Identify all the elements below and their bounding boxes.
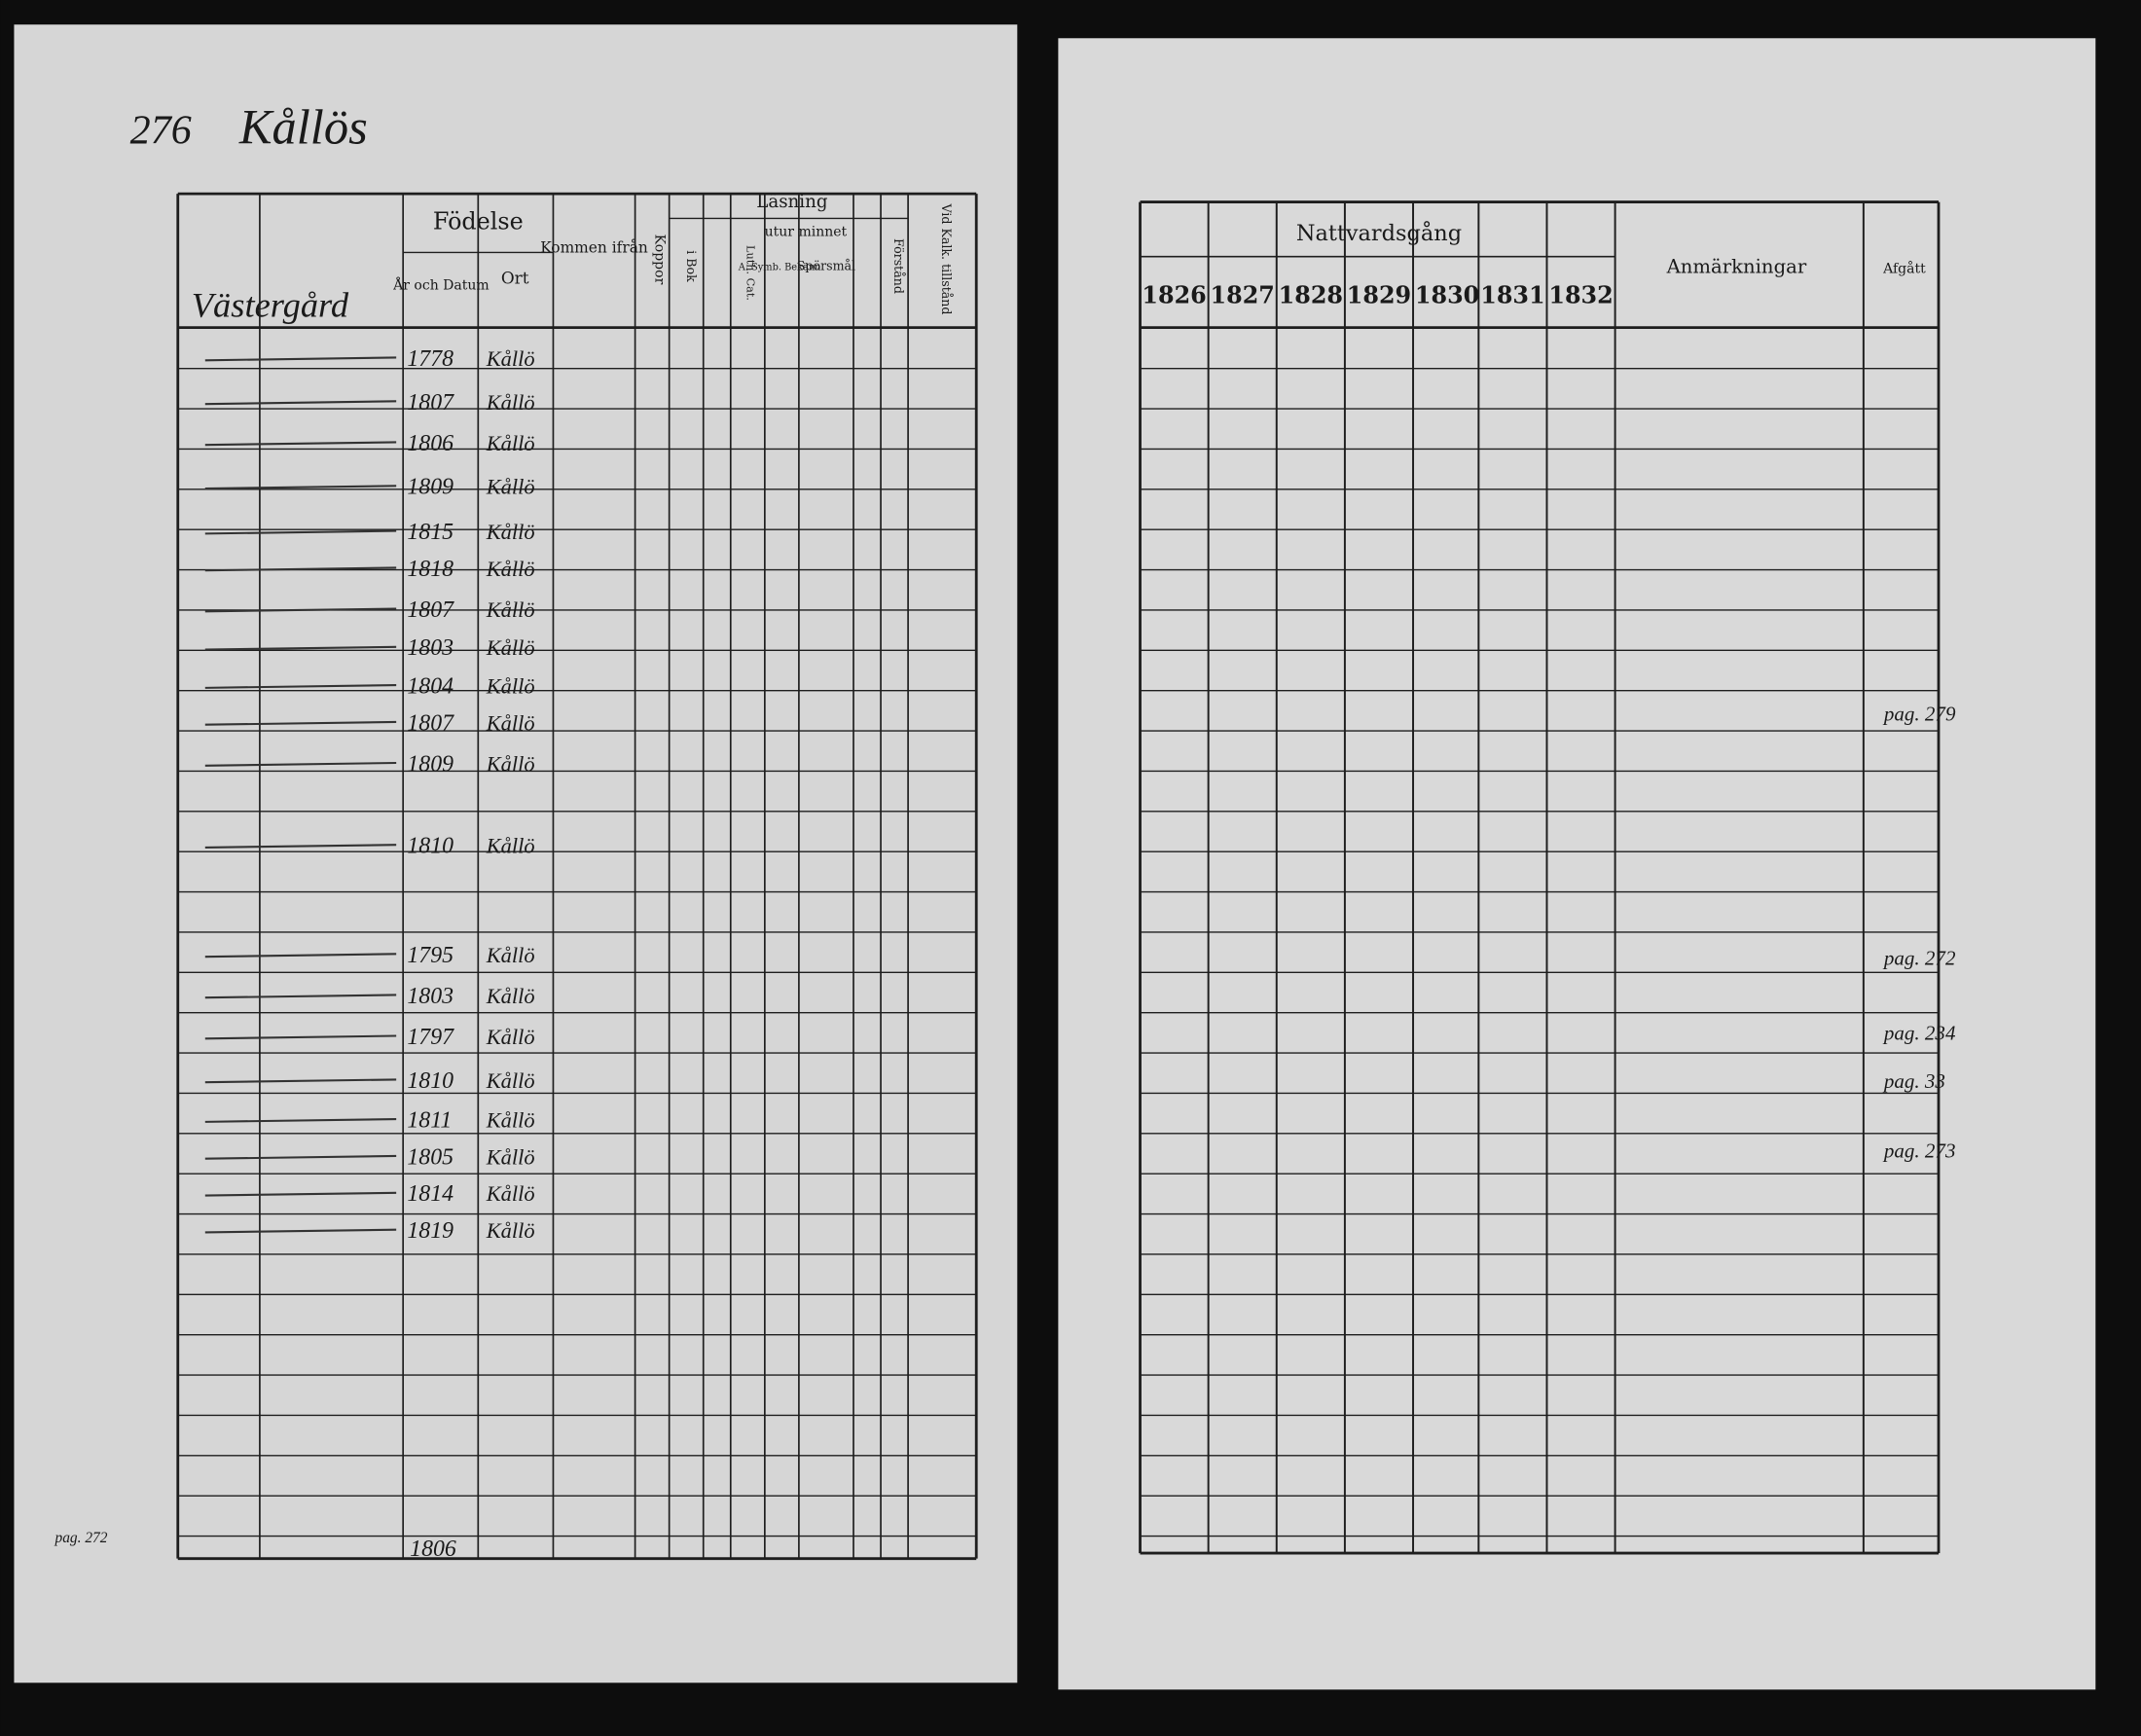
birth-year: 1807 xyxy=(407,390,454,416)
birth-year: 1809 xyxy=(407,751,454,777)
birth-year: 1797 xyxy=(407,1025,454,1050)
col-header: Anmärkningar xyxy=(1666,256,1807,278)
birth-place: Kållö xyxy=(486,557,535,581)
birth-year: 1795 xyxy=(407,943,454,968)
hand-stroke xyxy=(204,529,397,535)
hand-stroke xyxy=(204,844,397,850)
departure-note: pag. 234 xyxy=(1882,1022,1956,1045)
birth-year: 1778 xyxy=(407,346,454,372)
birth-place: Kållö xyxy=(486,1218,535,1243)
year-header: 1827 xyxy=(1211,281,1275,308)
birth-place: Kållö xyxy=(486,943,535,967)
birth-year: 1803 xyxy=(407,984,454,1009)
hand-stroke xyxy=(204,485,397,490)
birth-place: Kållö xyxy=(486,635,535,660)
departure-note: pag. 33 xyxy=(1882,1069,1945,1093)
birth-place: Kållö xyxy=(486,1181,535,1206)
hand-stroke xyxy=(204,1228,397,1234)
hand-stroke xyxy=(204,645,397,651)
birth-place: Kållö xyxy=(486,834,535,858)
col-header: Afgått xyxy=(1882,261,1926,277)
col-header: Vid Kalk. tillstånd xyxy=(939,202,954,314)
birth-place: Kållö xyxy=(486,390,535,415)
hand-stroke xyxy=(204,356,397,362)
year-header: 1832 xyxy=(1548,281,1613,308)
page-number: 276 xyxy=(130,108,192,153)
hand-stroke xyxy=(204,953,397,958)
hand-stroke xyxy=(204,1191,397,1197)
departure-note: pag. 273 xyxy=(1882,1139,1956,1162)
left-table: 276 Kållös Västergård Födelse År och Dat… xyxy=(54,99,978,1562)
year-header: 1830 xyxy=(1415,281,1479,308)
birth-year: 1815 xyxy=(407,520,454,545)
departure-note: pag. 272 xyxy=(1882,947,1956,970)
birth-place: Kållö xyxy=(486,475,535,499)
left-page xyxy=(14,24,1018,1683)
birth-place: Kållö xyxy=(486,1144,535,1169)
hand-stroke xyxy=(204,441,397,447)
birth-year: 1804 xyxy=(407,673,454,699)
year-header: 1828 xyxy=(1279,281,1343,308)
right-table: Nattvardsgång Anmärkningar Afgått 1826 18… xyxy=(1139,200,1956,1555)
birth-place: Kållö xyxy=(486,597,535,622)
birth-year: 1807 xyxy=(407,710,454,736)
birth-year: 1803 xyxy=(407,635,454,661)
col-header: Koppor xyxy=(652,235,668,285)
birth-year: 1810 xyxy=(407,1068,454,1094)
birth-place: Kållö xyxy=(486,1068,535,1093)
col-header: Spörsmål xyxy=(797,259,855,273)
birth-place: Kållö xyxy=(486,673,535,698)
birth-year: 1810 xyxy=(407,834,454,859)
col-header: Nattvardsgång xyxy=(1296,220,1462,246)
hand-stroke xyxy=(204,1034,397,1040)
hand-stroke xyxy=(204,761,397,767)
col-header: A. Symb. Bekänn. xyxy=(738,263,824,273)
birth-place: Kållö xyxy=(486,1025,535,1049)
hand-stroke xyxy=(204,566,397,572)
hand-stroke xyxy=(204,720,397,726)
hand-stroke xyxy=(204,400,397,406)
hand-stroke xyxy=(204,1078,397,1084)
birth-place: Kållö xyxy=(486,431,535,455)
birth-place: Kållö xyxy=(486,710,535,735)
birth-year: 1807 xyxy=(407,597,454,623)
birth-place: Kållö xyxy=(486,751,535,776)
right-page xyxy=(1058,38,2096,1690)
birth-year: 1809 xyxy=(407,475,454,500)
birth-place: Kållö xyxy=(486,984,535,1008)
col-header: Luth. Cat. xyxy=(744,245,757,301)
hand-stroke xyxy=(204,607,397,613)
farm: Västergård xyxy=(192,285,349,324)
birth-year: 1806 xyxy=(407,431,454,456)
col-header: Ort xyxy=(501,269,529,288)
birth-place: Kållö xyxy=(486,346,535,371)
col-header: Kommen ifrån xyxy=(540,238,648,256)
footer-ref: pag. 272 xyxy=(54,1530,108,1546)
village: Kållös xyxy=(238,99,368,154)
birth-year: 1819 xyxy=(407,1218,454,1244)
birth-place: Kållö xyxy=(486,520,535,544)
hand-stroke xyxy=(204,1154,397,1160)
col-header: Läsning xyxy=(756,192,828,212)
year-header: 1829 xyxy=(1347,281,1411,308)
birth-year: 1818 xyxy=(407,557,454,582)
col-header: i Bok xyxy=(684,250,699,282)
year-header: 1831 xyxy=(1480,281,1544,308)
hand-stroke xyxy=(204,684,397,689)
year-header: 1826 xyxy=(1142,281,1206,308)
birth-place: Kållö xyxy=(486,1107,535,1132)
col-header: Förstånd xyxy=(891,238,906,294)
col-header: År och Datum xyxy=(392,275,490,293)
col-header: utur minnet xyxy=(765,225,848,240)
birth-year: 1805 xyxy=(407,1144,454,1170)
departure-note: pag. 279 xyxy=(1882,703,1956,726)
birth-year: 1811 xyxy=(407,1107,452,1133)
hand-stroke xyxy=(204,1118,397,1123)
hand-stroke xyxy=(204,994,397,999)
birth-year: 1814 xyxy=(407,1181,454,1207)
